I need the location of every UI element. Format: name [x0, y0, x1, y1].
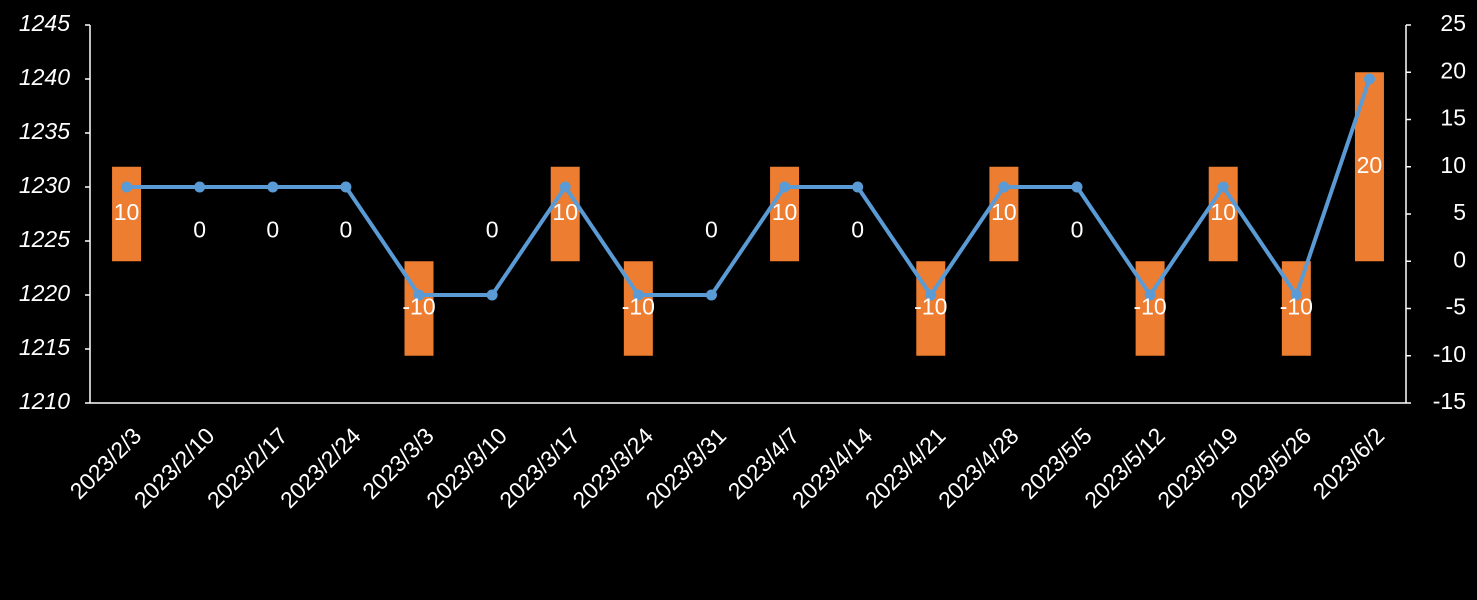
line-point [925, 289, 937, 301]
data-label: 10 [772, 199, 798, 225]
line-point [194, 181, 206, 193]
data-label: 10 [991, 199, 1017, 225]
line-point [852, 181, 864, 193]
y2-tick-label: -5 [1446, 294, 1466, 320]
data-label: -10 [914, 294, 947, 320]
line-point [1144, 289, 1156, 301]
data-label: -10 [622, 294, 655, 320]
data-label: -10 [1133, 294, 1166, 320]
line-point [1363, 73, 1375, 85]
y2-tick-label: 5 [1453, 199, 1466, 225]
y-tick-label: 1240 [19, 64, 70, 90]
y2-tick-label: 20 [1440, 57, 1466, 83]
line-point [267, 181, 279, 193]
data-label: 0 [851, 216, 864, 242]
data-label: 10 [1210, 199, 1236, 225]
line-point [705, 289, 717, 301]
line-point [1217, 181, 1229, 193]
line-point [632, 289, 644, 301]
data-label: 0 [1071, 216, 1084, 242]
data-label: -10 [402, 294, 435, 320]
y2-tick-label: -10 [1433, 341, 1466, 367]
data-label: 0 [193, 216, 206, 242]
y-tick-label: 1220 [19, 280, 70, 306]
line-point [998, 181, 1010, 193]
data-label: 10 [114, 199, 140, 225]
y2-tick-label: 15 [1440, 105, 1466, 131]
line-point [340, 181, 352, 193]
y-tick-label: 1225 [19, 226, 70, 252]
line-point [559, 181, 571, 193]
bar [1135, 261, 1165, 356]
data-label: 0 [705, 216, 718, 242]
y-tick-label: 1230 [19, 172, 70, 198]
data-label: 0 [486, 216, 499, 242]
data-label: 0 [339, 216, 352, 242]
line-point [1071, 181, 1083, 193]
data-label: 20 [1357, 152, 1383, 178]
y-tick-label: 1235 [19, 118, 70, 144]
bar [623, 261, 653, 356]
line-point [486, 289, 498, 301]
y2-tick-label: 25 [1440, 10, 1466, 36]
line-point [413, 289, 425, 301]
bar [404, 261, 434, 356]
line-point [779, 181, 791, 193]
y2-tick-label: 0 [1453, 246, 1466, 272]
y-tick-label: 1215 [19, 334, 70, 360]
bar [1281, 261, 1311, 356]
y2-tick-label: 10 [1440, 152, 1466, 178]
y-tick-label: 1245 [19, 10, 70, 36]
data-label: 10 [552, 199, 578, 225]
data-label: 0 [266, 216, 279, 242]
line [126, 78, 1372, 300]
line-point [121, 181, 133, 193]
y2-tick-label: -15 [1433, 388, 1466, 414]
line-point [1290, 289, 1302, 301]
bar [916, 261, 946, 356]
data-label: -10 [1280, 294, 1313, 320]
y-tick-label: 1210 [19, 388, 70, 414]
